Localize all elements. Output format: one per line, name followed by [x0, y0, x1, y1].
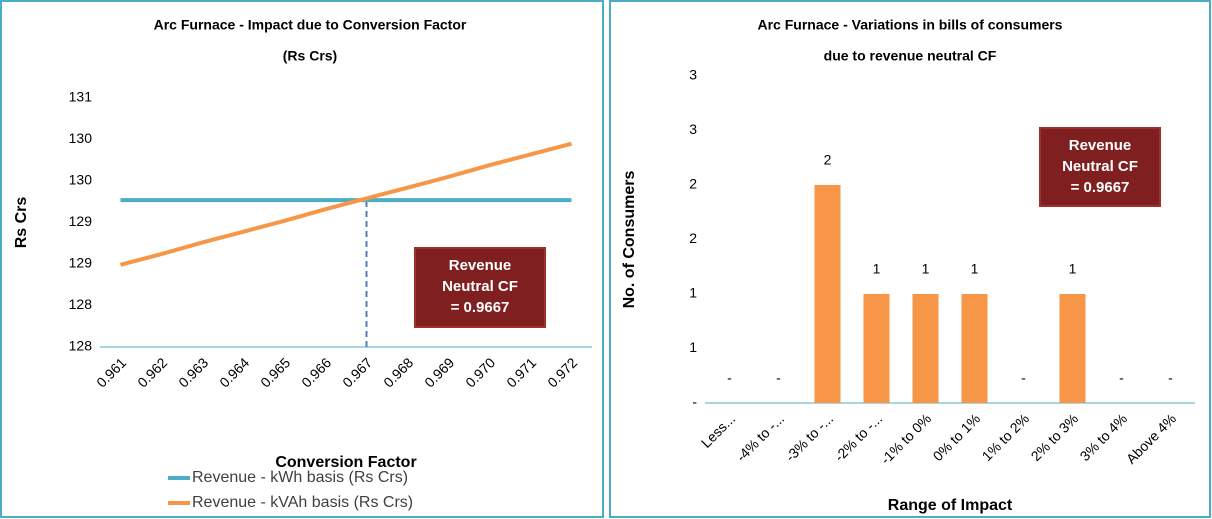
legend-label: Revenue - kWh basis (Rs Crs) [192, 469, 408, 486]
annotation: Revenue Neutral CF = 0.9667 [442, 257, 518, 316]
x-tick-label: 0.966 [298, 354, 334, 390]
x-tick-label: 0.963 [175, 354, 211, 390]
x-tick-label: Less... [698, 410, 738, 450]
value-label: - [776, 370, 781, 386]
value-label: - [1168, 370, 1173, 386]
x-tick-label: 0.962 [134, 354, 170, 390]
value-label: - [727, 370, 732, 386]
x-tick-label: 0.964 [216, 354, 252, 390]
y-tick-label: 1 [689, 339, 697, 355]
x-axis-title: Range of Impact [888, 497, 1013, 514]
x-tick-label: 0.961 [93, 354, 129, 390]
y-tick-label: 130 [69, 130, 93, 146]
value-label: 2 [824, 152, 832, 168]
x-tick-label: Above 4% [1123, 410, 1179, 466]
left-frame [0, 0, 604, 518]
y-tick-label: 131 [69, 89, 93, 105]
x-tick-label: 0.972 [544, 354, 580, 390]
x-tick-label: -1% to 0% [877, 410, 934, 467]
x-tick-label: 0.968 [380, 354, 416, 390]
y-tick-label: 130 [69, 172, 93, 188]
legend-label: Revenue - kVAh basis (Rs Crs) [192, 494, 413, 511]
line-series [119, 141, 573, 267]
y-tick-label: 129 [69, 213, 93, 229]
x-tick-label: 0.965 [257, 354, 293, 390]
value-label: - [1021, 370, 1026, 386]
y-tick-label: 2 [689, 230, 697, 246]
x-tick-label: -4% to -... [733, 410, 787, 464]
x-tick-label: 0.970 [462, 354, 498, 390]
y-tick-label: 128 [69, 296, 93, 312]
y-tick-label: 2 [689, 176, 697, 192]
value-label: 1 [873, 261, 881, 277]
x-tick-label: 0.969 [421, 354, 457, 390]
chart-title: Arc Furnace - Impact due to Conversion F… [154, 17, 467, 33]
chart-subtitle: due to revenue neutral CF [824, 48, 997, 64]
bar [912, 294, 939, 403]
y-tick-label: 1 [689, 285, 697, 301]
y-axis-title: No. of Consumers [621, 171, 638, 309]
y-tick-label: 3 [689, 67, 697, 83]
value-label: 1 [971, 261, 979, 277]
x-tick-label: 2% to 3% [1028, 410, 1082, 464]
annotation-box [1039, 127, 1161, 207]
x-tick-label: -3% to -... [782, 410, 836, 464]
x-axis-title: Conversion Factor [275, 454, 416, 471]
chart-title: Arc Furnace - Variations in bills of con… [758, 17, 1063, 33]
y-axis-title: Rs Crs [13, 197, 30, 249]
x-tick-label: 1% to 2% [979, 410, 1033, 464]
bar [814, 185, 841, 403]
bar [961, 294, 988, 403]
annotation: Revenue Neutral CF = 0.9667 [1062, 137, 1138, 196]
x-tick-label: 0% to 1% [930, 410, 984, 464]
y-tick-label: 128 [69, 338, 93, 354]
right-frame [609, 0, 1211, 518]
value-label: 1 [922, 261, 930, 277]
value-label: 1 [1069, 261, 1077, 277]
y-tick-label: 129 [69, 255, 93, 271]
annotation-box [414, 247, 546, 328]
chart-subtitle: (Rs Crs) [283, 48, 337, 64]
bar [863, 294, 890, 403]
x-tick-label: 0.967 [339, 354, 375, 390]
y-tick-label: 3 [689, 121, 697, 137]
x-tick-label: 0.971 [503, 354, 539, 390]
bar [1059, 294, 1086, 403]
value-label: - [1119, 370, 1124, 386]
y-tick-label: - [692, 394, 697, 410]
